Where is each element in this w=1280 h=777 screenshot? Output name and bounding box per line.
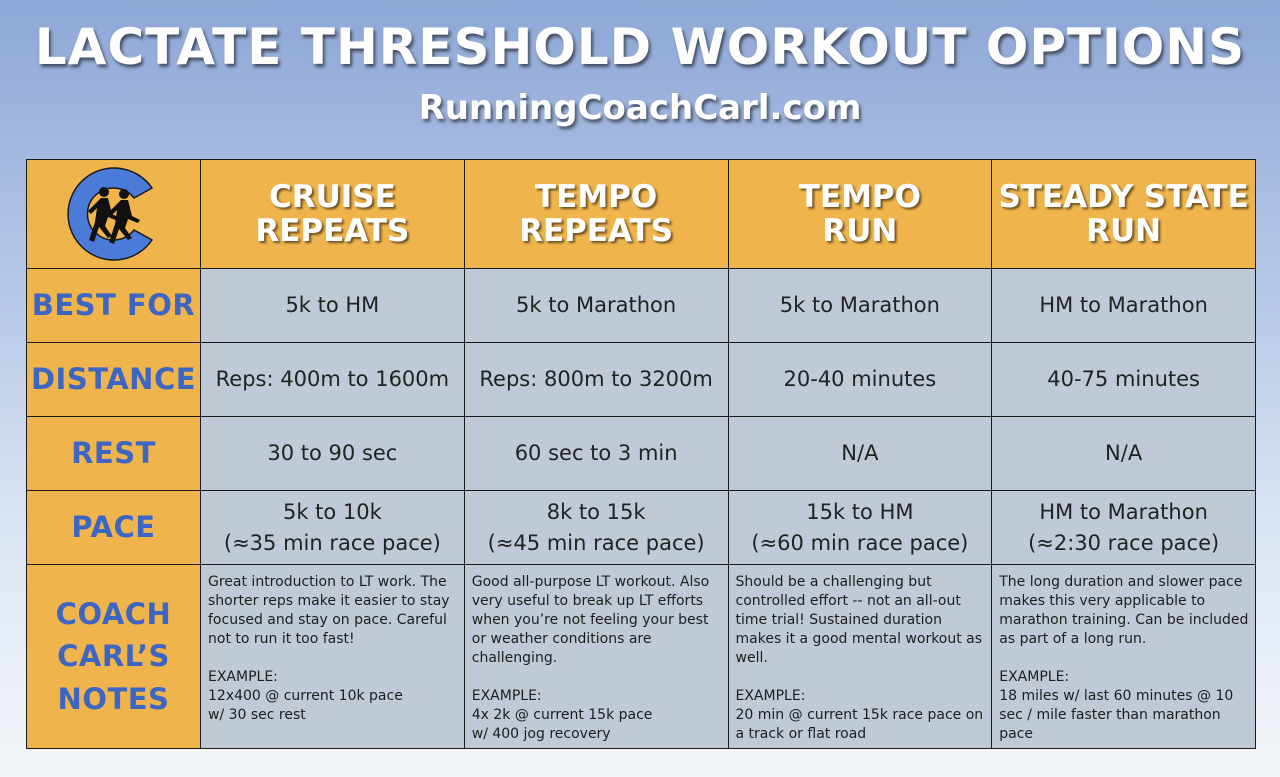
table-row-rest: REST 30 to 90 sec 60 sec to 3 min N/A N/… <box>26 416 1256 491</box>
example-label: EXAMPLE: <box>735 688 806 704</box>
example-line: a track or flat road <box>735 726 867 742</box>
table-cell: Reps: 400m to 1600m <box>200 342 465 417</box>
pace-equivalent: (≈60 min race pace) <box>751 530 969 555</box>
column-header-tempo-run: TEMPO RUN <box>727 159 993 269</box>
pace-equivalent: (≈35 min race pace) <box>223 530 441 555</box>
row-label-coach-carls-notes: COACH CARL’S NOTES <box>26 564 201 749</box>
table-cell: 15k to HM (≈60 min race pace) <box>727 490 993 565</box>
notes-cell: Good all-purpose LT workout. Also very u… <box>463 564 729 749</box>
table-cell: Reps: 800m to 3200m <box>463 342 729 417</box>
column-header-line2: REPEATS <box>255 213 410 249</box>
logo-cell <box>26 159 201 269</box>
runners-c-logo-icon <box>66 167 153 261</box>
example-label: EXAMPLE: <box>208 669 278 685</box>
notes-text: Should be a challenging but controlled e… <box>735 574 983 666</box>
table-cell: HM to Marathon <box>991 268 1256 343</box>
column-header-steady-state-run: STEADY STATE RUN <box>991 159 1256 269</box>
page-title: LACTATE THRESHOLD WORKOUT OPTIONS <box>34 18 1246 76</box>
table-cell: 5k to HM <box>200 268 465 343</box>
table-header-row: CRUISE REPEATS TEMPO REPEATS TEMPO RUN S… <box>26 159 1256 269</box>
site-name: RunningCoachCarl.com <box>418 88 862 128</box>
row-label-distance: DISTANCE <box>26 342 201 417</box>
row-label-line1: COACH <box>55 597 172 632</box>
column-header-tempo-repeats: TEMPO REPEATS <box>463 159 729 269</box>
column-header-line1: TEMPO <box>535 178 658 215</box>
example-label: EXAMPLE: <box>471 688 542 704</box>
column-header-line1: CRUISE <box>268 178 396 215</box>
example-line: w/ 30 sec rest <box>208 707 306 723</box>
table-cell: 20-40 minutes <box>727 342 993 417</box>
row-label-line3: NOTES <box>57 681 170 716</box>
table-cell: N/A <box>727 416 993 491</box>
row-label-pace: PACE <box>26 490 201 565</box>
table-cell: 5k to Marathon <box>463 268 729 343</box>
example-label: EXAMPLE: <box>999 669 1070 685</box>
notes-cell: Great introduction to LT work. The short… <box>200 564 465 749</box>
column-header-line2: RUN <box>1086 213 1162 249</box>
column-header-line2: RUN <box>822 213 898 249</box>
table-row-best-for: BEST FOR 5k to HM 5k to Marathon 5k to M… <box>26 268 1256 343</box>
pace-equivalent: (≈2:30 race pace) <box>1028 530 1220 555</box>
table-cell: 60 sec to 3 min <box>463 416 729 491</box>
table-cell: 5k to 10k (≈35 min race pace) <box>200 490 465 565</box>
notes-cell: The long duration and slower pace makes … <box>991 564 1256 749</box>
column-header-line2: REPEATS <box>519 213 674 249</box>
row-label-line2: CARL’S <box>57 639 170 674</box>
row-label-best-for: BEST FOR <box>26 268 201 343</box>
pace-range: 15k to HM <box>806 500 914 525</box>
pace-range: 8k to 15k <box>546 500 646 525</box>
pace-range: HM to Marathon <box>1039 500 1208 525</box>
table-cell: 30 to 90 sec <box>200 416 465 491</box>
example-line: 18 miles w/ last 60 minutes @ 10 <box>999 688 1234 704</box>
table-cell: 40-75 minutes <box>991 342 1256 417</box>
pace-equivalent: (≈45 min race pace) <box>487 530 705 555</box>
column-header-cruise-repeats: CRUISE REPEATS <box>200 159 465 269</box>
notes-text: The long duration and slower pace makes … <box>999 574 1249 647</box>
example-line: 12x400 @ current 10k pace <box>208 688 403 704</box>
example-line: sec / mile faster than marathon pace <box>999 707 1221 742</box>
notes-text: Great introduction to LT work. The short… <box>208 574 450 647</box>
table-cell: 5k to Marathon <box>727 268 993 343</box>
table-cell: HM to Marathon (≈2:30 race pace) <box>991 490 1256 565</box>
notes-text: Good all-purpose LT workout. Also very u… <box>471 574 710 666</box>
column-header-line1: TEMPO <box>798 178 921 215</box>
row-label-rest: REST <box>26 416 201 491</box>
example-line: 20 min @ current 15k race pace on <box>735 707 984 723</box>
table-cell: 8k to 15k (≈45 min race pace) <box>463 490 729 565</box>
column-header-line1: STEADY STATE <box>998 178 1249 215</box>
example-line: w/ 400 jog recovery <box>471 726 611 742</box>
example-line: 4x 2k @ current 15k pace <box>471 707 653 723</box>
workout-table: CRUISE REPEATS TEMPO REPEATS TEMPO RUN S… <box>26 159 1256 749</box>
pace-range: 5k to 10k <box>282 500 382 525</box>
table-row-notes: COACH CARL’S NOTES Great introduction to… <box>26 564 1256 749</box>
table-row-pace: PACE 5k to 10k (≈35 min race pace) 8k to… <box>26 490 1256 565</box>
table-row-distance: DISTANCE Reps: 400m to 1600m Reps: 800m … <box>26 342 1256 417</box>
table-cell: N/A <box>991 416 1256 491</box>
notes-cell: Should be a challenging but controlled e… <box>727 564 993 749</box>
